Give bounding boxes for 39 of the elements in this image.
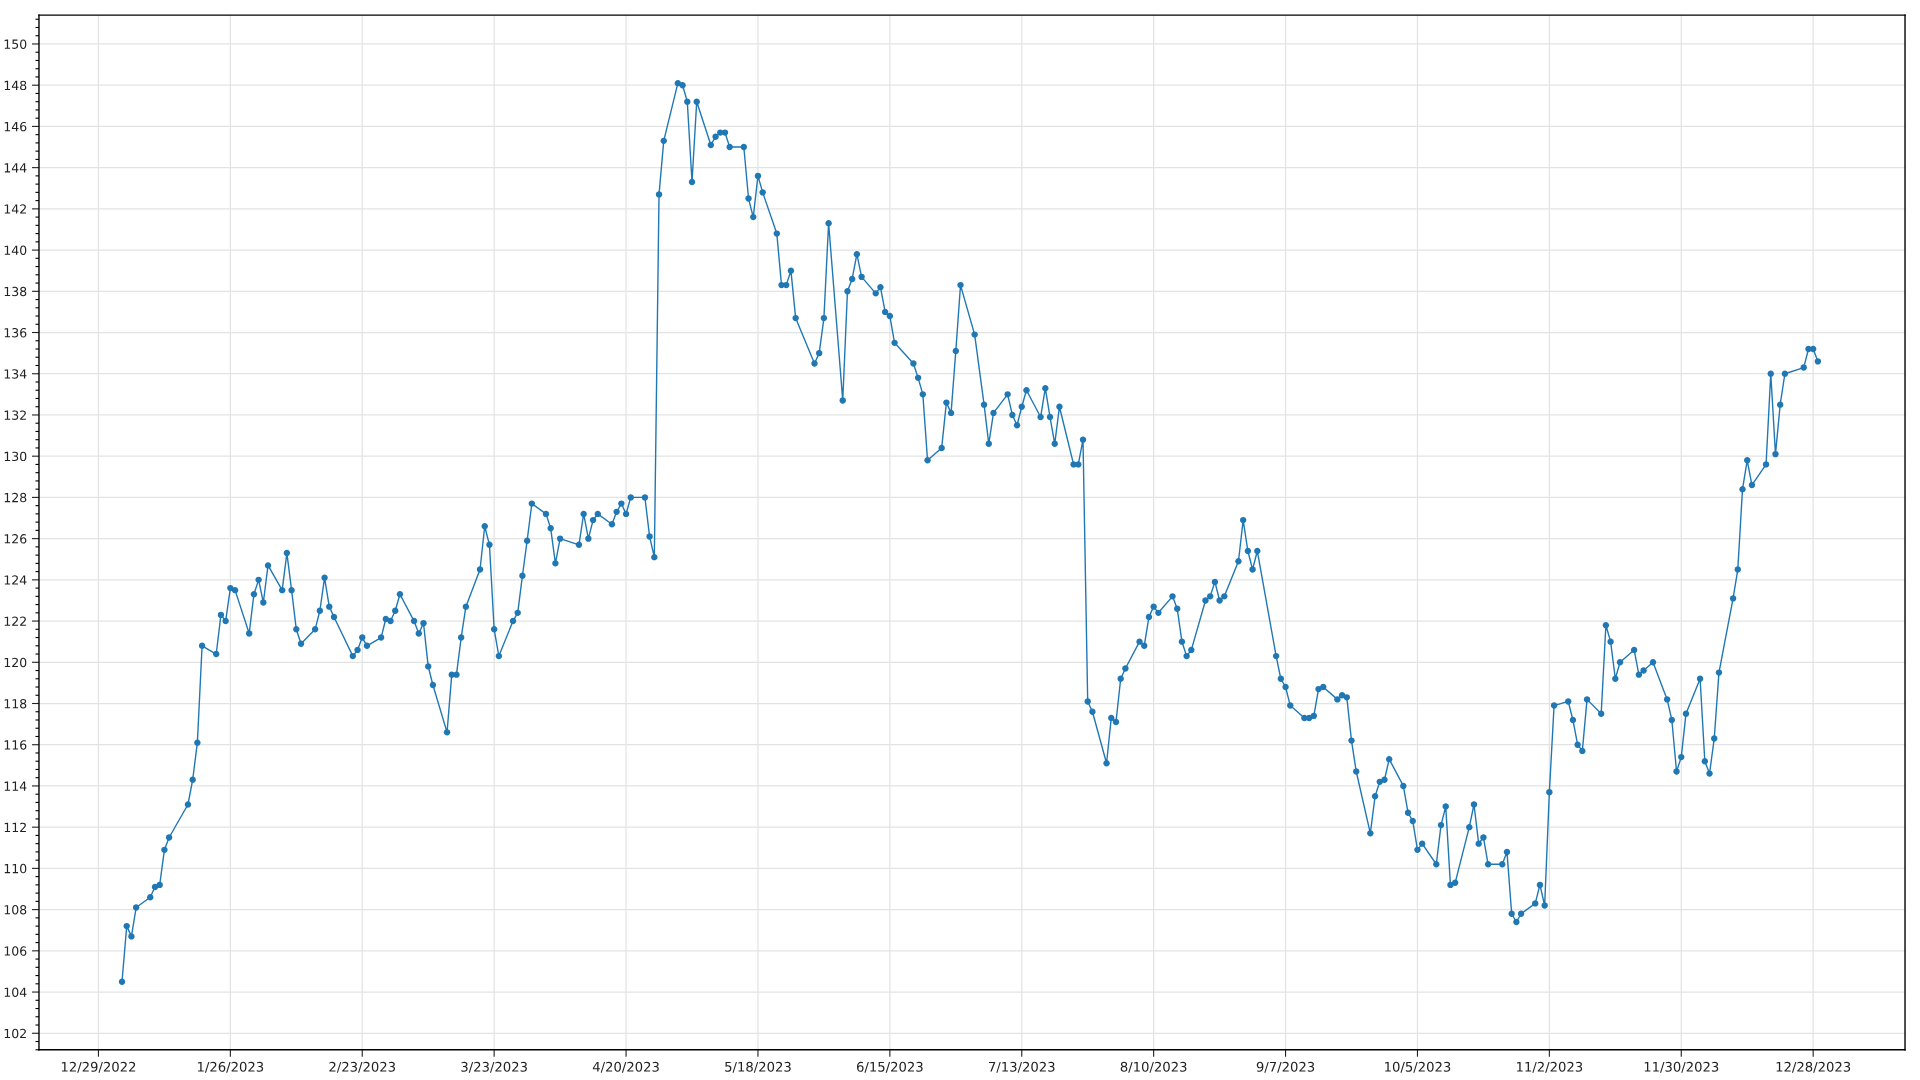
y-tick-label: 128	[4, 492, 27, 503]
y-tick-label: 146	[4, 121, 27, 132]
y-tick-label: 126	[4, 534, 27, 544]
x-tick-label: 7/13/2023	[989, 1061, 1055, 1073]
x-tick-label: 5/18/2023	[725, 1061, 791, 1073]
y-tick-label: 136	[4, 327, 27, 338]
y-tick-label: 122	[4, 616, 26, 626]
y-tick-label: 106	[4, 946, 27, 956]
x-tick-label: 12/29/2022	[61, 1061, 136, 1073]
x-tick-label: 1/26/2023	[197, 1061, 264, 1073]
y-tick-label: 104	[4, 987, 27, 997]
y-tick-label: 118	[4, 698, 27, 709]
y-tick-label: 124	[4, 575, 27, 585]
x-tick-label: 10/5/2023	[1385, 1061, 1451, 1073]
x-tick-label: 4/20/2023	[592, 1061, 659, 1073]
y-tick-label: 116	[4, 740, 27, 750]
y-tick-label: 120	[4, 657, 27, 668]
y-tick-label: 108	[4, 905, 27, 915]
y-tick-label: 138	[4, 286, 27, 297]
x-tick-label: 3/23/2023	[461, 1061, 527, 1073]
x-tick-label: 6/15/2023	[856, 1061, 923, 1073]
x-tick-label: 2/23/2023	[329, 1061, 396, 1073]
x-tick-label: 11/30/2023	[1644, 1061, 1719, 1073]
y-tick-label: 140	[4, 245, 27, 255]
y-tick-label: 142	[4, 204, 26, 214]
y-tick-label: 134	[4, 369, 27, 379]
y-tick-label: 130	[4, 451, 27, 462]
x-tick-label: 11/2/2023	[1516, 1061, 1583, 1073]
y-tick-label: 114	[4, 781, 27, 791]
x-tick-label: 12/28/2023	[1776, 1061, 1851, 1073]
y-tick-label: 132	[4, 410, 26, 420]
y-tick-label: 144	[4, 163, 27, 173]
x-tick-label: 8/10/2023	[1120, 1061, 1187, 1073]
y-tick-label: 150	[4, 39, 27, 49]
y-tick-label: 148	[4, 80, 27, 91]
x-tick-label: 9/7/2023	[1256, 1061, 1315, 1073]
y-tick-label: 110	[4, 863, 27, 874]
y-tick-label: 112	[4, 822, 26, 832]
y-tick-label: 102	[4, 1028, 26, 1039]
